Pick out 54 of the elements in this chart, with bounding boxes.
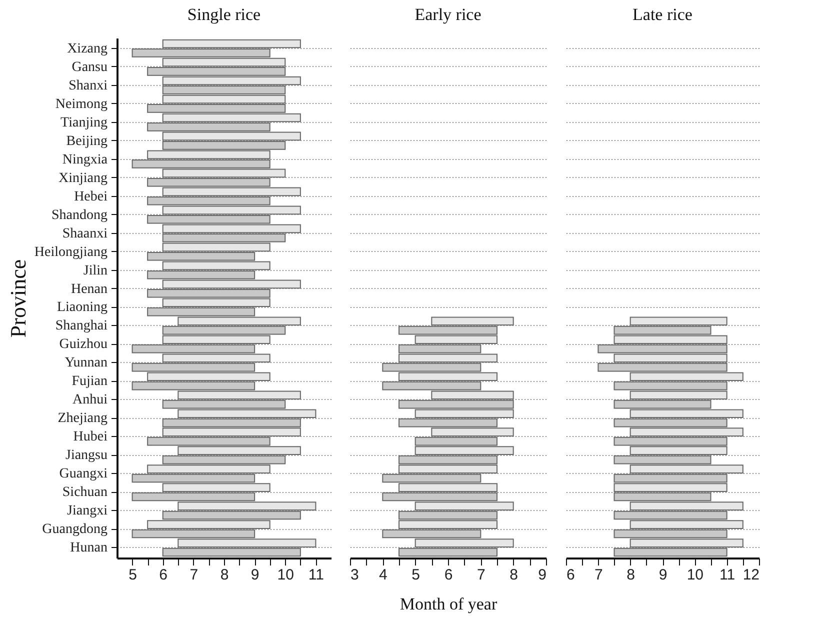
y-tick-label: Ningxia	[62, 152, 108, 168]
x-tick-label: 10	[277, 566, 294, 584]
y-tick-label: Anhui	[72, 392, 108, 408]
x-tick-label: 11	[720, 566, 736, 584]
y-tick-label: Gansu	[72, 60, 108, 75]
y-tick-label: Jiangsu	[66, 448, 108, 464]
y-tick-label: Xinjiang	[58, 170, 108, 186]
x-tick-label: 8	[510, 566, 518, 584]
x-tick-label: 7	[594, 566, 603, 584]
y-tick-label: Shanxi	[68, 78, 108, 94]
x-tick-label: 12	[742, 566, 760, 584]
y-tick-label: Hebei	[74, 189, 108, 204]
y-tick-label: Hunan	[70, 540, 108, 556]
y-tick-label: Neimong	[55, 96, 108, 112]
chart-title: Single rice	[187, 5, 261, 24]
y-tick-label: Beijing	[66, 134, 108, 149]
y-tick-label: Tianjing	[60, 115, 108, 130]
y-tick-label: Guizhou	[59, 337, 108, 352]
y-tick-label: Henan	[70, 282, 108, 297]
chart-title: Early rice	[414, 5, 482, 24]
y-tick-label: Guangdong	[42, 522, 108, 538]
x-tick-label: 5	[412, 566, 420, 584]
x-tick-label: 6	[159, 566, 168, 584]
chart-title: Late rice	[632, 5, 692, 24]
y-tick-label: Fujian	[72, 374, 108, 390]
x-tick-label: 9	[250, 566, 260, 584]
x-tick-label: 6	[444, 566, 453, 584]
x-tick-label: 5	[128, 566, 137, 584]
y-tick-label: Shandong	[52, 208, 108, 223]
x-tick-label: 10	[686, 566, 704, 584]
x-tick-label: 7	[190, 566, 198, 584]
x-tick-label: 9	[538, 566, 546, 584]
y-tick-label: Hubei	[73, 430, 108, 445]
x-axis-title: Month of year	[400, 594, 498, 614]
y-tick-label: Guangxi	[59, 466, 108, 482]
y-tick-label: Jiangxi	[67, 504, 108, 519]
y-tick-label: Heilongjiang	[34, 244, 108, 260]
y-tick-label: Shaanxi	[62, 226, 108, 242]
y-tick-label: Sichuan	[62, 485, 108, 500]
y-tick-label: Liaoning	[56, 300, 108, 316]
x-tick-label: 11	[308, 566, 324, 584]
x-tick-label: 9	[658, 566, 668, 584]
x-tick-label: 3	[350, 566, 359, 584]
y-tick-label: Shanghai	[55, 318, 108, 334]
x-tick-label: 4	[378, 566, 388, 584]
y-tick-label: Zhejiang	[58, 411, 108, 426]
x-tick-label: 6	[566, 566, 575, 584]
y-tick-label: Yunnan	[64, 356, 108, 371]
x-tick-label: 7	[476, 566, 486, 584]
y-axis-title: Province	[5, 259, 30, 338]
y-tick-label: Xizang	[67, 41, 108, 56]
x-tick-label: 8	[626, 566, 636, 584]
y-tick-label: Jilin	[83, 263, 108, 278]
x-tick-label: 8	[220, 566, 229, 584]
